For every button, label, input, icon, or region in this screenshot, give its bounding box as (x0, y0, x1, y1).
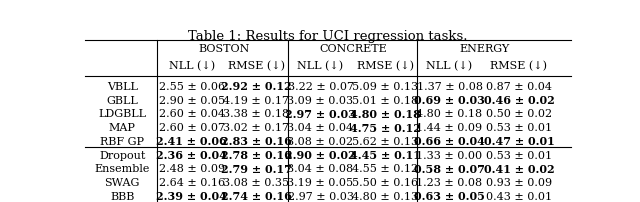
Text: 2.60 ± 0.04: 2.60 ± 0.04 (159, 109, 225, 119)
Text: VBLL: VBLL (107, 81, 138, 92)
Text: 3.02 ± 0.17: 3.02 ± 0.17 (223, 123, 289, 133)
Text: 0.63 ± 0.05: 0.63 ± 0.05 (414, 190, 485, 201)
Text: 1.37 ± 0.08: 1.37 ± 0.08 (417, 81, 483, 92)
Text: 2.39 ± 0.04: 2.39 ± 0.04 (156, 190, 227, 201)
Text: 2.55 ± 0.06: 2.55 ± 0.06 (159, 81, 225, 92)
Text: 4.80 ± 0.18: 4.80 ± 0.18 (417, 109, 483, 119)
Text: 0.46 ± 0.02: 0.46 ± 0.02 (484, 95, 554, 106)
Text: 2.74 ± 0.16: 2.74 ± 0.16 (221, 190, 291, 201)
Text: BBB: BBB (110, 191, 134, 201)
Text: LDGBLL: LDGBLL (98, 109, 146, 119)
Text: GBLL: GBLL (106, 95, 138, 105)
Text: 2.97 ± 0.03: 2.97 ± 0.03 (285, 108, 356, 119)
Text: 5.09 ± 0.13: 5.09 ± 0.13 (352, 81, 418, 92)
Text: Table 1: Results for UCI regression tasks.: Table 1: Results for UCI regression task… (188, 30, 468, 43)
Text: 0.53 ± 0.01: 0.53 ± 0.01 (486, 123, 552, 133)
Text: 2.79 ± 0.17: 2.79 ± 0.17 (221, 163, 291, 174)
Text: 4.19 ± 0.17: 4.19 ± 0.17 (223, 95, 289, 105)
Text: 0.69 ± 0.03: 0.69 ± 0.03 (414, 95, 485, 106)
Text: 4.80 ± 0.13: 4.80 ± 0.13 (352, 191, 418, 201)
Text: 3.08 ± 0.02: 3.08 ± 0.02 (287, 136, 354, 146)
Text: 0.50 ± 0.02: 0.50 ± 0.02 (486, 109, 552, 119)
Text: 4.75 ± 0.12: 4.75 ± 0.12 (349, 122, 420, 133)
Text: NLL (↓): NLL (↓) (298, 61, 344, 71)
Text: 0.41 ± 0.02: 0.41 ± 0.02 (484, 163, 554, 174)
Text: 2.64 ± 0.16: 2.64 ± 0.16 (159, 177, 225, 187)
Text: 2.60 ± 0.07: 2.60 ± 0.07 (159, 123, 225, 133)
Text: 3.22 ± 0.07: 3.22 ± 0.07 (287, 81, 353, 92)
Text: RMSE (↓): RMSE (↓) (228, 61, 285, 71)
Text: 0.53 ± 0.01: 0.53 ± 0.01 (486, 150, 552, 160)
Text: CONCRETE: CONCRETE (319, 43, 387, 53)
Text: 0.66 ± 0.04: 0.66 ± 0.04 (414, 136, 485, 147)
Text: 3.08 ± 0.35: 3.08 ± 0.35 (223, 177, 289, 187)
Text: 5.01 ± 0.18: 5.01 ± 0.18 (352, 95, 418, 105)
Text: 2.90 ± 0.02: 2.90 ± 0.02 (285, 149, 356, 160)
Text: 0.93 ± 0.09: 0.93 ± 0.09 (486, 177, 552, 187)
Text: RMSE (↓): RMSE (↓) (490, 61, 547, 71)
Text: BOSTON: BOSTON (198, 43, 250, 53)
Text: SWAG: SWAG (104, 177, 140, 187)
Text: 0.58 ± 0.07: 0.58 ± 0.07 (414, 163, 485, 174)
Text: 4.55 ± 0.12: 4.55 ± 0.12 (352, 164, 418, 174)
Text: 1.23 ± 0.08: 1.23 ± 0.08 (417, 177, 483, 187)
Text: RMSE (↓): RMSE (↓) (356, 61, 413, 71)
Text: NLL (↓): NLL (↓) (426, 61, 472, 71)
Text: 1.44 ± 0.09: 1.44 ± 0.09 (417, 123, 483, 133)
Text: 5.62 ± 0.13: 5.62 ± 0.13 (352, 136, 418, 146)
Text: 3.38 ± 0.18: 3.38 ± 0.18 (223, 109, 289, 119)
Text: 4.45 ± 0.11: 4.45 ± 0.11 (349, 149, 420, 160)
Text: 0.47 ± 0.01: 0.47 ± 0.01 (484, 136, 554, 147)
Text: 2.97 ± 0.03: 2.97 ± 0.03 (287, 191, 353, 201)
Text: 2.78 ± 0.16: 2.78 ± 0.16 (221, 149, 291, 160)
Text: 0.43 ± 0.01: 0.43 ± 0.01 (486, 191, 552, 201)
Text: ENERGY: ENERGY (459, 43, 509, 53)
Text: NLL (↓): NLL (↓) (168, 61, 214, 71)
Text: RBF GP: RBF GP (100, 136, 144, 146)
Text: 5.50 ± 0.16: 5.50 ± 0.16 (352, 177, 418, 187)
Text: 3.04 ± 0.08: 3.04 ± 0.08 (287, 164, 354, 174)
Text: 2.36 ± 0.04: 2.36 ± 0.04 (156, 149, 227, 160)
Text: 3.09 ± 0.03: 3.09 ± 0.03 (287, 95, 354, 105)
Text: 2.41 ± 0.06: 2.41 ± 0.06 (156, 136, 227, 147)
Text: Ensemble: Ensemble (95, 164, 150, 174)
Text: 4.80 ± 0.18: 4.80 ± 0.18 (349, 108, 420, 119)
Text: 3.19 ± 0.05: 3.19 ± 0.05 (287, 177, 354, 187)
Text: 3.04 ± 0.04: 3.04 ± 0.04 (287, 123, 354, 133)
Text: 2.90 ± 0.05: 2.90 ± 0.05 (159, 95, 225, 105)
Text: Dropout: Dropout (99, 150, 145, 160)
Text: 0.87 ± 0.04: 0.87 ± 0.04 (486, 81, 552, 92)
Text: 1.33 ± 0.00: 1.33 ± 0.00 (417, 150, 483, 160)
Text: 2.83 ± 0.16: 2.83 ± 0.16 (221, 136, 291, 147)
Text: 2.92 ± 0.12: 2.92 ± 0.12 (221, 81, 291, 92)
Text: 2.48 ± 0.09: 2.48 ± 0.09 (159, 164, 225, 174)
Text: MAP: MAP (109, 123, 136, 133)
